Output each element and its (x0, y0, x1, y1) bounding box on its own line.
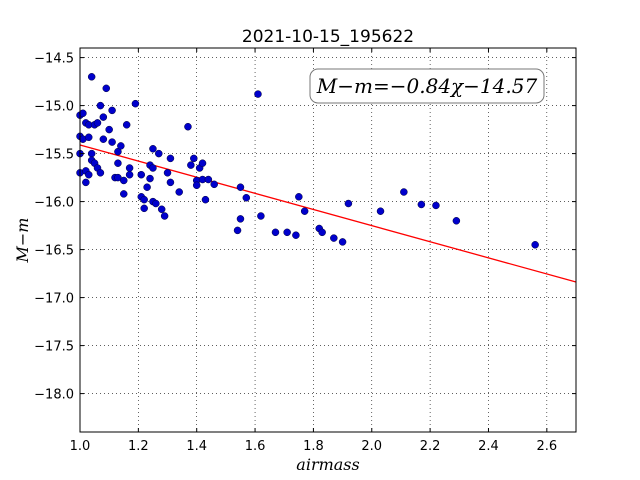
data-point (149, 145, 157, 153)
data-point (166, 178, 175, 187)
data-points (76, 73, 539, 249)
data-point (99, 113, 108, 121)
data-point (400, 188, 408, 196)
x-tick-label: 2.4 (478, 439, 499, 454)
data-point (82, 178, 90, 187)
data-point (531, 241, 539, 249)
data-point (271, 228, 280, 237)
data-point (295, 193, 303, 201)
data-point (190, 154, 198, 163)
data-point (85, 133, 93, 142)
data-point (157, 205, 166, 214)
data-point (140, 204, 148, 213)
data-point (152, 199, 160, 208)
data-point (120, 176, 128, 185)
data-point (93, 119, 102, 127)
x-tick-label: 2.6 (536, 439, 557, 454)
data-point (140, 195, 148, 204)
y-tick-label: −17.0 (34, 292, 74, 307)
chart-title: 2021-10-15_195622 (242, 27, 414, 47)
data-point (233, 226, 242, 235)
data-point (120, 190, 128, 198)
data-point (187, 161, 195, 169)
data-point (417, 200, 426, 209)
data-point (131, 99, 140, 108)
x-tick-label: 2.2 (420, 439, 441, 454)
data-point (125, 170, 134, 179)
y-tick-label: −15.0 (34, 100, 74, 115)
x-tick-label: 2.0 (361, 439, 382, 454)
data-point (175, 188, 183, 196)
data-point (163, 169, 172, 177)
x-tick-label: 1.4 (186, 439, 207, 454)
data-point (254, 90, 262, 98)
data-point (236, 215, 245, 223)
data-point (85, 170, 93, 179)
data-point (452, 217, 461, 225)
data-point (198, 159, 207, 167)
y-axis-label: M−m (13, 218, 32, 264)
data-point (143, 183, 151, 191)
x-tick-label: 1.6 (245, 439, 266, 454)
data-point (122, 121, 131, 129)
fit-line (79, 144, 577, 283)
data-point (210, 180, 218, 189)
data-point (125, 164, 134, 172)
y-tick-label: −16.5 (34, 244, 74, 259)
plot-frame (79, 47, 577, 433)
y-tick-label: −18.0 (34, 388, 74, 403)
data-point (99, 135, 108, 143)
data-point (300, 207, 309, 215)
data-point (160, 212, 169, 220)
data-point (376, 207, 385, 215)
fit-equation-box: M−m=−0.84χ−14.57 (309, 68, 545, 104)
x-tick-label: 1.0 (70, 439, 91, 454)
data-point (146, 174, 154, 183)
data-point (166, 154, 175, 163)
data-point (114, 159, 122, 167)
y-tick-label: −14.5 (34, 52, 74, 67)
data-point (201, 195, 210, 204)
data-point (87, 73, 96, 81)
data-point (344, 199, 353, 208)
data-point (79, 109, 87, 118)
data-point (236, 183, 245, 191)
grid-lines (80, 48, 576, 432)
fit-equation-frame (309, 68, 545, 104)
data-point (117, 142, 125, 150)
y-tick-label: −15.5 (34, 148, 74, 163)
data-point (87, 149, 96, 158)
data-point (330, 234, 338, 242)
data-point (155, 149, 163, 158)
data-point (102, 84, 111, 93)
data-point (292, 231, 300, 239)
data-point (192, 181, 201, 190)
data-point (432, 201, 440, 210)
data-point (96, 101, 105, 110)
data-point (96, 169, 105, 177)
data-point (108, 106, 116, 115)
data-point (204, 175, 213, 184)
data-point (149, 164, 157, 172)
fit-line-group (79, 144, 577, 283)
data-point (184, 122, 192, 131)
data-point (338, 238, 347, 246)
data-point (257, 212, 265, 220)
x-tick-label: 1.2 (128, 439, 149, 454)
fit-equation: M−m=−0.84χ−14.57 (316, 74, 538, 98)
y-tick-label: −17.5 (34, 340, 74, 355)
data-point (108, 138, 116, 146)
y-tick-label: −16.0 (34, 196, 74, 211)
data-point (318, 228, 326, 237)
x-axis-label: airmass (296, 455, 359, 474)
axis-ticks: 1.0 1.2 1.4 1.6 1.8 2.0 2.2 2.4 2.6 −14.5 −15.0 −15… (34, 48, 576, 454)
data-point (105, 125, 113, 134)
data-point (137, 170, 146, 179)
x-tick-label: 1.8 (303, 439, 324, 454)
data-point (283, 228, 291, 237)
data-point (242, 194, 251, 202)
